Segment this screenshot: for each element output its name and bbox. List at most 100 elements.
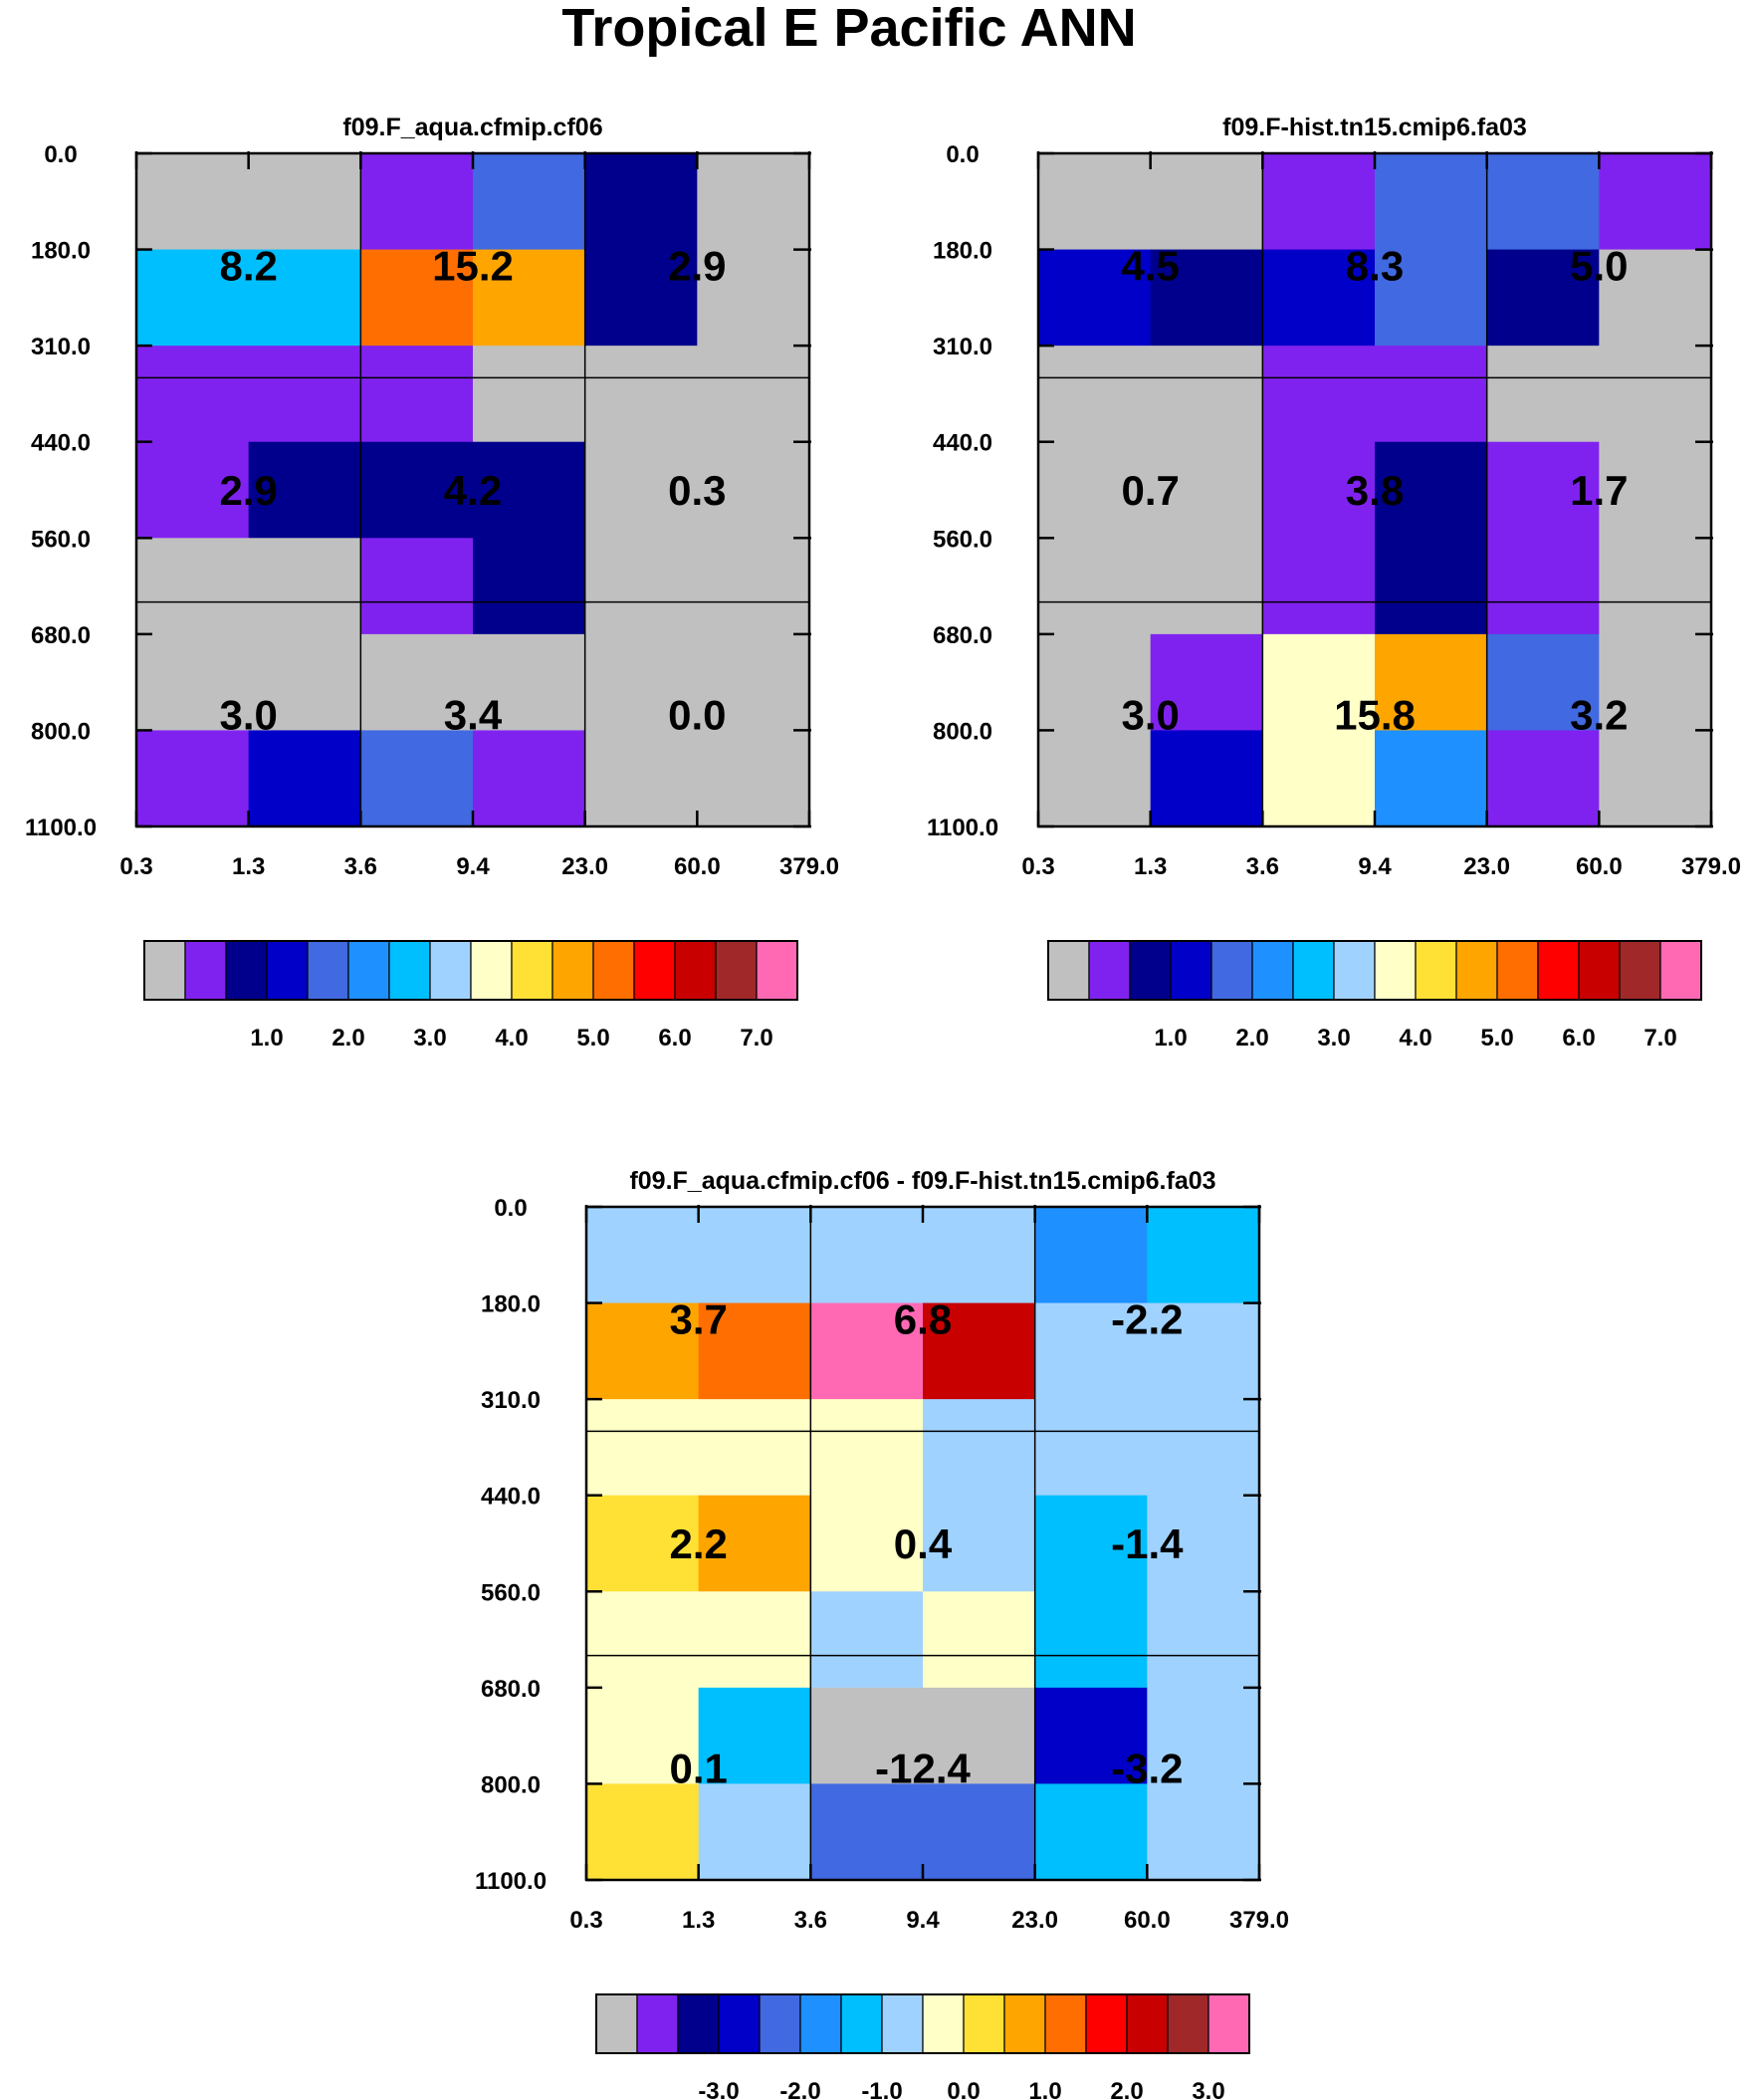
colorbar-swatch [1292,940,1335,1001]
heatmap-cell [1375,441,1488,539]
heatmap-cell [584,249,698,347]
block-value-label: -1.4 [1111,1520,1184,1567]
heatmap-cell [810,1399,924,1497]
heatmap-cell [697,153,810,251]
heatmap-cell [248,153,361,251]
heatmap-cell [1486,346,1600,443]
y-tick-label: 560.0 [31,526,91,553]
x-tick-label: 3.6 [344,853,377,880]
colorbar-swatch [1167,1993,1209,2054]
colorbar-swatch [184,940,227,1001]
block-value-label: 4.2 [444,467,502,514]
block-value-label: 5.0 [1570,243,1628,290]
colorbar-swatch [225,940,268,1001]
colorbar-swatch [1088,940,1131,1001]
heatmap-cell [697,730,810,827]
heatmap-cell [1038,249,1152,347]
heatmap-cell [923,1207,1036,1304]
heatmap-cell [1034,1783,1148,1881]
heatmap-cell [1034,1399,1148,1497]
colorbar-label: 4.0 [1399,1025,1431,1051]
heatmap-cell [1486,538,1600,635]
colorbar-label: 1.0 [1028,2078,1061,2100]
heatmap-cell [584,153,698,251]
block-value-label: 8.2 [219,243,277,290]
colorbar-swatch [636,1993,679,2054]
colorbar: -3.0 -2.0 -1.0 0.0 1.0 2.0 3.0 [595,1993,1250,2100]
x-tick-label: 3.6 [794,1907,827,1934]
heatmap-cell [923,1495,1036,1592]
heatmap-cell [1038,538,1152,635]
heatmap-cell [586,1783,700,1881]
colorbar-swatch [1455,940,1498,1001]
heatmap-cell [1150,538,1263,635]
block-value-label: 8.3 [1346,243,1404,290]
colorbar-swatch [1129,940,1172,1001]
heatmap-cell [1262,249,1376,347]
heatmap-cell [473,633,586,732]
colorbar-label: 1.0 [1154,1025,1187,1051]
colorbar-swatch [1126,1993,1169,2054]
colorbar-swatch [922,1993,965,2054]
heatmap-cell [584,730,698,827]
heatmap-cell [1599,441,1712,539]
y-tick-label: 1100.0 [25,815,97,841]
heatmap-cell [698,1495,811,1592]
heatmap-cell [1034,1687,1148,1785]
heatmap-cell [1147,1495,1260,1592]
x-tick-label: 23.0 [1011,1907,1058,1934]
heatmap-cell [248,346,361,443]
colorbar-swatch [1044,1993,1087,2054]
colorbar-label: 5.0 [1480,1025,1513,1051]
heatmap-cell [1150,730,1263,827]
x-tick-label: 379.0 [1681,853,1741,880]
heatmap-cell [473,346,586,443]
heatmap-cell [1486,153,1600,251]
block-value-label: -3.2 [1111,1745,1183,1791]
block-value-label: 2.9 [219,467,277,514]
colorbar-swatch [756,940,798,1001]
colorbar-swatch [718,1993,761,2054]
colorbar-swatch [595,1993,638,2054]
colorbar-swatch [592,940,635,1001]
heatmap-cell [810,1495,924,1592]
panel-title: f09.F_aqua.cfmip.cf06 - f09.F-hist.tn15.… [629,1167,1215,1195]
colorbar-swatch [1047,940,1090,1001]
heatmap-cell [473,538,586,635]
heatmap-cell [473,249,586,347]
block-value-label: 3.0 [219,691,277,738]
y-tick-label: 440.0 [31,430,91,457]
colorbar-label: 6.0 [1562,1025,1595,1051]
colorbar-swatch [881,1993,924,2054]
x-tick-label: 9.4 [456,853,490,880]
y-tick-label: 180.0 [933,238,992,265]
y-tick-label: 440.0 [481,1484,541,1511]
colorbar-swatch [963,1993,1005,2054]
heatmap-cell [1038,153,1152,251]
colorbar-swatch [470,940,513,1001]
colorbar-swatch [1578,940,1621,1001]
block-value-label: 3.8 [1346,467,1404,514]
heatmap-cell [248,249,361,347]
heatmap-cell [1150,441,1263,539]
y-tick-label: 560.0 [933,526,992,553]
y-tick-label: 440.0 [933,430,992,457]
heatmap-cell [698,1302,811,1400]
block-value-label: 0.4 [894,1520,953,1567]
colorbar-swatch [1537,940,1580,1001]
heatmap-cell [586,1302,700,1400]
heatmap-cell [584,633,698,732]
heatmap-cell [136,633,250,732]
colorbar: 1.0 2.0 3.0 4.0 5.0 6.0 7.0 [1047,940,1702,1051]
colorbar-label: 2.0 [1235,1025,1268,1051]
block-value-label: 3.2 [1570,691,1628,738]
colorbar-swatch [715,940,758,1001]
y-tick-label: 800.0 [31,718,91,745]
heatmap-cell [586,1687,700,1785]
colorbar-label: -1.0 [861,2078,902,2100]
heatmap-cell [136,153,250,251]
heatmap-cell [1262,633,1376,732]
block-value-label: 0.0 [668,691,726,738]
y-tick-label: 680.0 [481,1676,541,1703]
panel-2: f09.F-hist.tn15.cmip6.fa03 0.0 180.0 310.0 4… [927,114,1741,1051]
